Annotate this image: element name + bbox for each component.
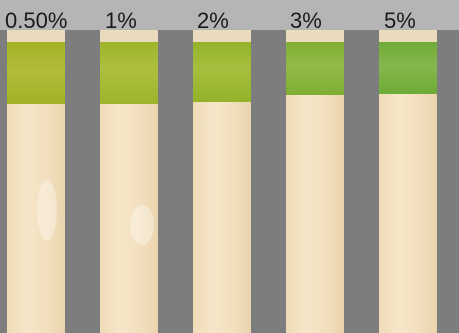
label-3-percent: 3%: [290, 8, 322, 33]
label-2-percent: 2%: [197, 8, 229, 33]
green-band-5-percent: [379, 42, 437, 94]
strip-1-percent: [100, 30, 158, 333]
strip-smudge: [37, 180, 57, 240]
label-0-50-percent: 0.50%: [5, 8, 68, 33]
strip-5-percent: [379, 30, 437, 333]
label-1-percent: 1%: [105, 8, 137, 33]
strip-smudge: [130, 205, 154, 245]
strips-photo: [0, 30, 459, 333]
strip-top-edge: [100, 30, 158, 42]
label-5-percent: 5%: [384, 8, 416, 33]
strip-2-percent: [193, 30, 251, 333]
green-band-1-percent: [100, 42, 158, 104]
strip-top-edge: [286, 30, 344, 42]
green-band-3-percent: [286, 42, 344, 95]
green-band-0-50-percent: [7, 42, 65, 104]
strip-top-edge: [193, 30, 251, 42]
green-band-2-percent: [193, 42, 251, 102]
header-bar: 0.50% 1% 2% 3% 5%: [0, 0, 459, 33]
strip-0-50-percent: [7, 30, 65, 333]
strip-top-edge: [7, 30, 65, 42]
strip-top-edge: [379, 30, 437, 42]
strip-3-percent: [286, 30, 344, 333]
